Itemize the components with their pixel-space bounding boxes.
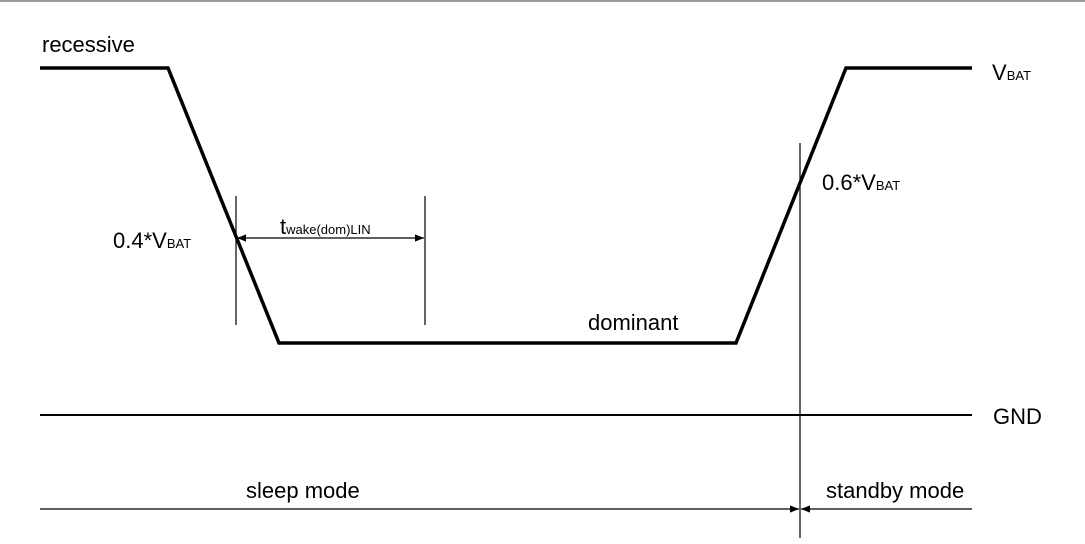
vbat-label-main: V: [992, 60, 1007, 85]
sleep-mode-label: sleep mode: [246, 478, 360, 503]
threshold-high-label-subscript: BAT: [876, 178, 900, 193]
bus-signal-waveform: [40, 66, 972, 345]
recessive-label: recessive: [42, 32, 135, 57]
standby-mode-label: standby mode: [826, 478, 964, 503]
threshold-low-label-subscript: BAT: [167, 236, 191, 251]
vbat-label: VBAT: [992, 60, 1031, 85]
twake-label-subscript: wake(dom)LIN: [285, 222, 371, 237]
threshold-low-label-main: 0.4*V: [113, 228, 167, 253]
vbat-label-subscript: BAT: [1007, 68, 1031, 83]
gnd-label: GND: [993, 404, 1042, 429]
dominant-label: dominant: [588, 310, 679, 335]
threshold-high-label-main: 0.6*V: [822, 170, 876, 195]
threshold-low-label: 0.4*VBAT: [113, 228, 191, 253]
twake-label: twake(dom)LIN: [280, 214, 371, 239]
twake-label-main: t: [280, 214, 286, 239]
threshold-high-label: 0.6*VBAT: [822, 170, 900, 195]
